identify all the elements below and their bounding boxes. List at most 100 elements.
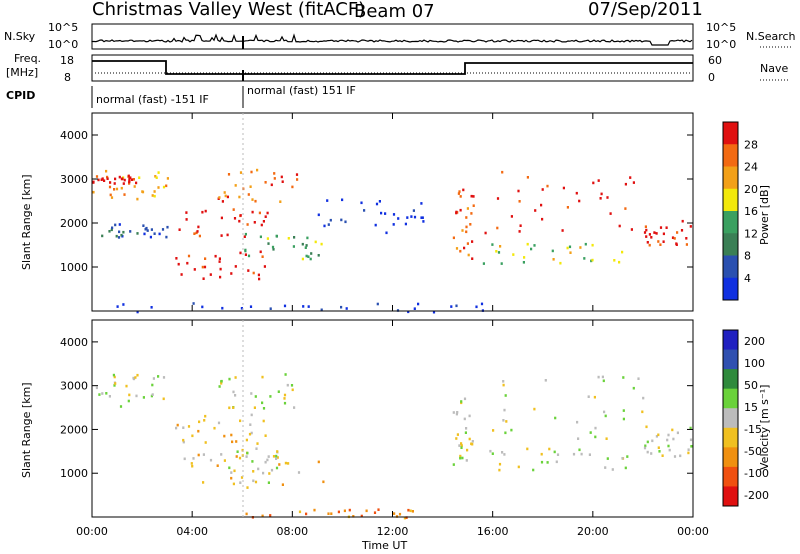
data-cell xyxy=(269,307,272,310)
data-cell xyxy=(162,376,166,379)
data-cell xyxy=(540,452,543,456)
data-cell xyxy=(250,392,253,395)
date-label: 07/Sep/2011 xyxy=(588,0,703,20)
data-cell xyxy=(690,445,693,448)
data-cell xyxy=(301,257,304,261)
data-cell xyxy=(187,425,191,428)
colorbar-swatch xyxy=(723,447,738,468)
data-cell xyxy=(622,376,625,379)
data-cell xyxy=(217,421,221,425)
data-cell xyxy=(503,453,506,456)
data-cell xyxy=(146,229,149,232)
data-cell xyxy=(301,242,304,246)
data-cell xyxy=(597,375,600,379)
data-cell xyxy=(264,181,267,184)
data-cell xyxy=(183,457,186,461)
colorbar-swatch xyxy=(723,330,738,351)
data-cell xyxy=(192,302,195,305)
data-cell xyxy=(197,225,200,229)
data-cell xyxy=(108,185,112,189)
data-cell xyxy=(578,199,581,203)
data-cell xyxy=(579,246,582,249)
data-cell xyxy=(204,257,207,260)
data-cell xyxy=(280,175,283,179)
data-cell xyxy=(136,373,139,377)
data-cell xyxy=(609,212,612,215)
data-cell xyxy=(141,190,145,194)
data-cell xyxy=(468,437,471,441)
data-cell xyxy=(462,188,465,192)
data-cell xyxy=(228,377,231,381)
data-cell xyxy=(459,249,462,253)
noise-right-tick-top: 10^5 xyxy=(706,21,736,34)
data-cell xyxy=(459,456,462,460)
data-cell xyxy=(98,393,101,396)
data-cell xyxy=(465,216,468,219)
freq-trace xyxy=(92,60,693,75)
data-cell xyxy=(175,426,178,430)
data-cell xyxy=(667,433,670,437)
data-cell xyxy=(551,249,554,253)
data-cell xyxy=(248,432,252,436)
data-cell xyxy=(611,468,614,471)
data-cell xyxy=(279,200,282,203)
data-cell xyxy=(588,453,591,456)
data-cell xyxy=(177,262,180,266)
data-cell xyxy=(377,508,380,511)
data-cell xyxy=(209,458,213,462)
data-cell xyxy=(175,257,178,260)
data-cell xyxy=(465,230,468,234)
data-cell xyxy=(676,231,679,234)
data-cell xyxy=(455,210,458,214)
data-cell xyxy=(134,376,137,379)
data-cell xyxy=(405,516,408,519)
data-cell xyxy=(155,176,158,179)
data-cell xyxy=(456,411,459,414)
data-cell xyxy=(129,176,132,179)
data-cell xyxy=(255,447,258,450)
data-cell xyxy=(264,434,267,437)
data-cell xyxy=(463,397,467,401)
data-cell xyxy=(136,232,139,235)
data-cell xyxy=(421,216,424,219)
data-cell xyxy=(548,447,551,451)
data-cell xyxy=(201,210,204,214)
data-cell xyxy=(258,277,261,281)
data-cell xyxy=(249,423,252,426)
data-cell xyxy=(247,254,251,258)
x-tick-label: 04:00 xyxy=(176,525,208,538)
data-cell xyxy=(283,401,287,405)
data-cell xyxy=(234,184,237,187)
data-cell xyxy=(250,413,253,417)
data-cell xyxy=(221,200,224,203)
data-cell xyxy=(240,476,244,479)
data-cell xyxy=(519,224,522,227)
colorbar-tick-label: 20 xyxy=(744,183,758,196)
data-cell xyxy=(276,450,279,453)
noise-panel: N.Sky 10^5 10^0 10^5 10^0 N.Search xyxy=(4,21,796,51)
data-cell xyxy=(135,181,138,185)
data-cell xyxy=(482,262,485,265)
data-cell xyxy=(360,514,363,518)
data-cell xyxy=(291,388,294,392)
data-cell xyxy=(541,188,544,191)
data-cell xyxy=(566,246,569,250)
data-cell xyxy=(632,386,635,390)
data-cell xyxy=(151,383,154,387)
data-cell xyxy=(655,435,658,438)
data-cell xyxy=(272,455,276,458)
data-cell xyxy=(264,460,267,464)
data-cell xyxy=(505,420,508,423)
colorbar-swatch xyxy=(723,233,738,256)
data-cell xyxy=(204,414,207,418)
data-cell xyxy=(105,392,108,395)
data-cell xyxy=(192,457,195,460)
data-cell xyxy=(114,223,117,227)
data-cell xyxy=(306,236,309,240)
data-cell xyxy=(253,221,256,224)
data-cell xyxy=(546,184,549,188)
data-cell xyxy=(127,174,130,178)
data-cell xyxy=(132,376,135,380)
nave-label: Nave xyxy=(760,62,788,75)
data-cell xyxy=(562,186,565,190)
